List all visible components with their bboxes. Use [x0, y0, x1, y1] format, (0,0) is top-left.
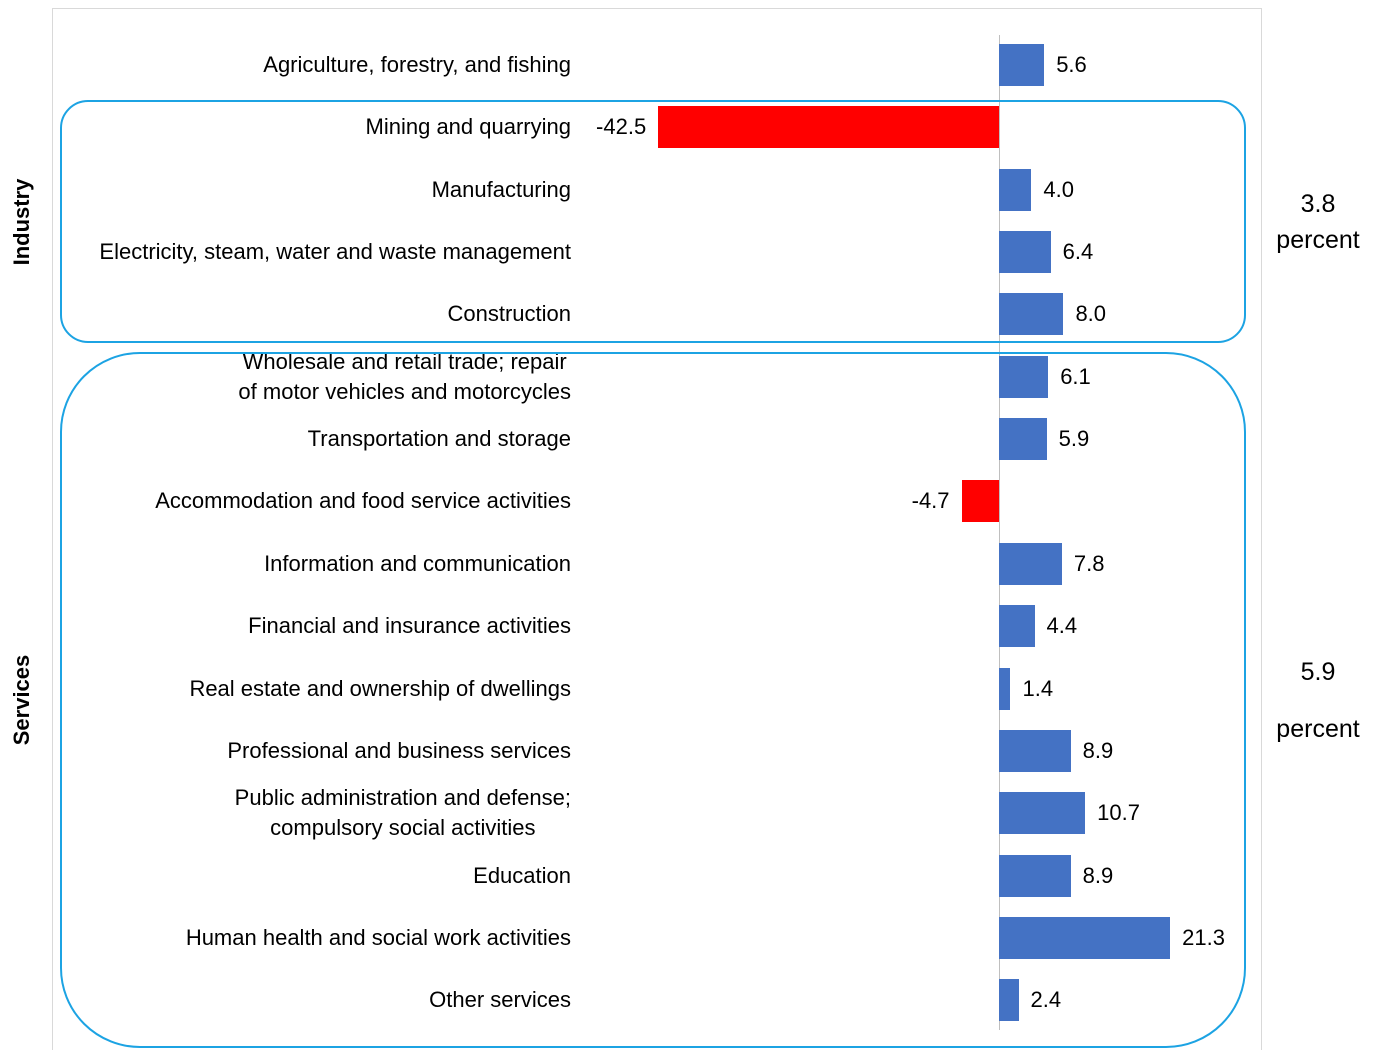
category-label: Professional and business services [227, 737, 571, 763]
bar [999, 293, 1064, 336]
value-label: 2.4 [1030, 987, 1062, 1013]
bar [999, 979, 1019, 1022]
category-label: Financial and insurance activities [248, 613, 571, 639]
group-unit: percent [1276, 225, 1360, 254]
value-label: 5.9 [1058, 426, 1090, 452]
category-label: Public administration and defense; compu… [234, 785, 571, 841]
group-total: 3.8 [1300, 189, 1336, 218]
bar [999, 854, 1071, 897]
category-label: Mining and quarrying [365, 114, 571, 140]
category-label: Transportation and storage [307, 426, 571, 452]
bar [961, 480, 1000, 523]
value-label: 4.0 [1043, 176, 1074, 202]
value-label: 7.8 [1073, 550, 1105, 576]
bar [999, 231, 1051, 274]
category-label: Construction [447, 301, 571, 327]
plot-frame [52, 8, 1262, 1050]
value-label: 6.1 [1060, 363, 1091, 389]
category-label: Education [473, 862, 571, 888]
bar [999, 168, 1032, 211]
group-label: Services [9, 654, 34, 746]
value-label: 10.7 [1097, 800, 1140, 826]
bar [999, 44, 1045, 86]
bar [999, 355, 1049, 398]
category-label: Other services [429, 987, 571, 1013]
value-label: 8.9 [1082, 737, 1114, 763]
group-box [60, 100, 1246, 343]
bar [999, 418, 1047, 461]
bar [999, 542, 1062, 585]
value-label: 4.4 [1046, 613, 1078, 639]
value-label: 8.0 [1075, 301, 1107, 327]
category-label: Electricity, steam, water and waste mana… [99, 239, 571, 265]
value-label: 6.4 [1062, 239, 1094, 265]
category-label: Agriculture, forestry, and fishing [263, 52, 571, 77]
group-box [60, 352, 1246, 1048]
bar [658, 106, 1000, 149]
value-label: -4.7 [911, 488, 950, 514]
bar [999, 605, 1035, 648]
group-label: Industry [9, 178, 34, 265]
category-label: Accommodation and food service activitie… [155, 488, 571, 514]
value-label: 8.9 [1082, 862, 1114, 888]
category-label: Information and communication [264, 550, 571, 576]
bar [999, 916, 1171, 959]
value-label: 21.3 [1182, 924, 1225, 950]
bar [999, 729, 1071, 772]
group-total: 5.9 [1300, 657, 1336, 686]
value-label: -42.5 [596, 114, 647, 140]
group-unit: percent [1276, 714, 1360, 743]
category-label: Real estate and ownership of dwellings [189, 675, 571, 701]
value-label: 5.6 [1056, 52, 1087, 77]
category-label: Human health and social work activities [185, 924, 571, 950]
category-label: Manufacturing [431, 176, 571, 202]
axis-line [999, 35, 1001, 1030]
bar [999, 667, 1011, 710]
bar [999, 792, 1086, 835]
value-label: 1.4 [1022, 675, 1054, 701]
